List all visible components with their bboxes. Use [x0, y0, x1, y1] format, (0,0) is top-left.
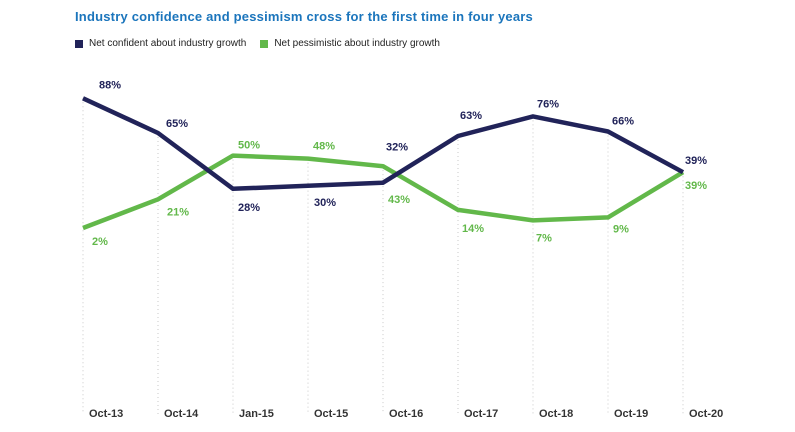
legend-item-pessimistic: Net pessimistic about industry growth: [260, 38, 440, 49]
x-axis-label: Oct-17: [464, 408, 498, 420]
confident-value-label: 39%: [685, 155, 707, 167]
pessimistic-swatch-icon: [260, 39, 269, 48]
confident-swatch-icon: [75, 39, 83, 48]
pessimistic-value-label: 43%: [388, 194, 410, 206]
x-axis-label: Oct-19: [614, 408, 648, 420]
legend: Net confident about industry growth Net …: [75, 38, 440, 49]
confident-value-label: 76%: [537, 98, 559, 110]
x-axis-label: Oct-14: [164, 408, 199, 420]
x-axis-label: Oct-13: [89, 408, 123, 420]
x-axis-label: Oct-20: [689, 408, 723, 420]
confident-value-label: 65%: [166, 118, 188, 130]
chart-title: Industry confidence and pessimism cross …: [75, 9, 533, 24]
line-pessimistic: [82, 153, 685, 231]
pessimistic-value-label: 39%: [685, 180, 707, 192]
pessimistic-value-label: 2%: [92, 236, 108, 248]
pessimistic-value-label: 21%: [167, 206, 189, 218]
pessimistic-value-label: 9%: [613, 223, 629, 235]
line-confident: [82, 96, 685, 192]
x-axis-label: Jan-15: [239, 408, 274, 420]
pessimistic-value-label: 48%: [313, 141, 335, 153]
pessimistic-value-label: 7%: [536, 232, 552, 244]
confident-value-label: 63%: [460, 110, 482, 122]
confident-value-label: 28%: [238, 202, 260, 214]
confident-value-label: 88%: [99, 79, 121, 91]
pessimistic-value-label: 50%: [238, 140, 260, 152]
legend-item-confident: Net confident about industry growth: [75, 38, 246, 49]
legend-label-confident: Net confident about industry growth: [89, 38, 247, 49]
confident-value-label: 66%: [612, 115, 634, 127]
x-axis-label: Oct-15: [314, 408, 348, 420]
x-axis-label: Oct-16: [389, 408, 423, 420]
pessimistic-value-label: 14%: [462, 223, 484, 235]
confident-value-label: 30%: [314, 197, 336, 209]
legend-label-pessimistic: Net pessimistic about industry growth: [274, 38, 440, 49]
x-axis-label: Oct-18: [539, 408, 573, 420]
confident-value-label: 32%: [386, 142, 408, 154]
